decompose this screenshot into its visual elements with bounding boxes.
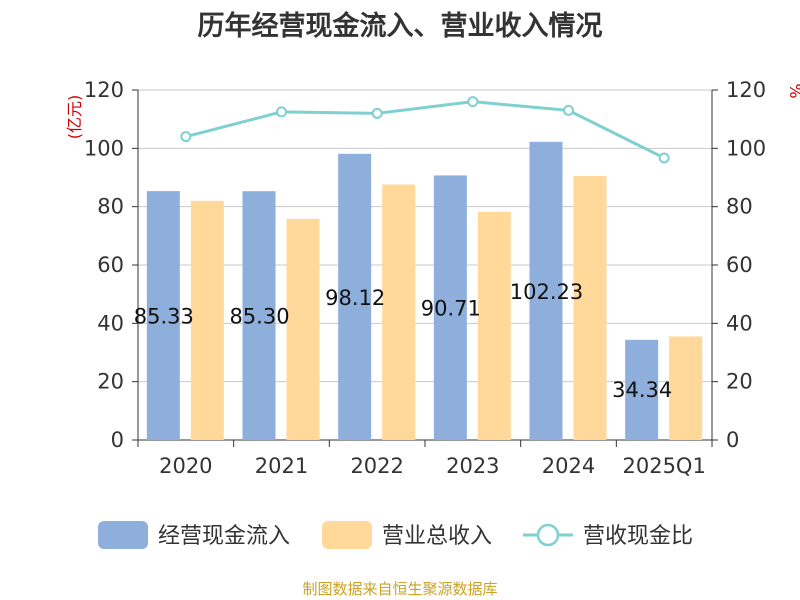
bar-operating-cash-inflow: [146, 191, 180, 440]
bar-operating-revenue: [286, 218, 320, 440]
line-point: [371, 107, 383, 119]
y-left-tick-label: 0: [111, 428, 124, 452]
bar-operating-cash-inflow: [625, 339, 659, 440]
y-right-tick-label: 20: [726, 370, 753, 394]
y-left-tick-label: 20: [97, 370, 124, 394]
line-point: [276, 106, 287, 118]
bar-operating-cash-inflow: [433, 175, 467, 440]
bar-value-label: 34.34: [612, 378, 672, 402]
bar-value-label: 102.23: [510, 280, 583, 304]
y-left-tick-label: 60: [97, 253, 124, 277]
bar-operating-revenue: [573, 176, 607, 440]
legend-swatch-operating-revenue: [322, 521, 372, 549]
y-right-tick-label: 80: [726, 195, 753, 219]
line-point: [658, 152, 670, 164]
y-left-unit: (亿元): [65, 95, 84, 140]
bar-operating-revenue: [190, 200, 224, 440]
bar-operating-cash-inflow: [242, 191, 276, 440]
chart-title: 历年经营现金流入、营业收入情况: [197, 11, 603, 42]
bar-operating-revenue: [477, 211, 511, 440]
y-right-tick-label: 0: [726, 428, 739, 452]
y-right-tick-label: 40: [726, 311, 753, 335]
bar-operating-cash-inflow: [338, 153, 372, 441]
y-right-tick-label: 60: [726, 253, 753, 277]
bar-operating-revenue: [382, 184, 416, 440]
y-left-tick-label: 40: [97, 311, 124, 335]
legend-label-operating-cash-inflow: 经营现金流入: [158, 524, 290, 549]
bar-value-label: 98.12: [325, 286, 385, 310]
bar-value-label: 85.33: [134, 305, 194, 329]
legend-marker-revenue-cash-ratio: [536, 523, 560, 547]
line-point: [467, 96, 479, 108]
line-revenue-cash-ratio: [185, 100, 665, 160]
legend-label-revenue-cash-ratio: 营收现金比: [583, 524, 693, 549]
bar-operating-revenue: [669, 336, 703, 440]
x-tick-label: 2020: [159, 454, 212, 478]
y-right-tick-label: 120: [726, 78, 766, 102]
x-tick-label: 2025Q1: [622, 454, 705, 478]
x-tick-label: 2023: [446, 454, 499, 478]
legend-label-operating-revenue: 营业总收入: [382, 524, 492, 549]
line-point: [563, 104, 574, 116]
y-right-unit: %: [786, 83, 800, 98]
x-tick-label: 2024: [542, 454, 595, 478]
bar-value-label: 85.30: [229, 305, 289, 329]
legend-swatch-operating-cash-inflow: [98, 521, 148, 549]
bar-value-label: 90.71: [421, 297, 481, 321]
x-tick-label: 2021: [255, 454, 308, 478]
source-note: 制图数据来自恒生聚源数据库: [302, 580, 498, 598]
bar-operating-cash-inflow: [529, 141, 563, 440]
line-point: [180, 131, 192, 143]
y-left-tick-label: 100: [84, 136, 124, 160]
y-right-tick-label: 100: [726, 136, 766, 160]
x-tick-label: 2022: [350, 454, 403, 478]
y-left-tick-label: 80: [97, 195, 124, 219]
y-left-tick-label: 120: [84, 78, 124, 102]
